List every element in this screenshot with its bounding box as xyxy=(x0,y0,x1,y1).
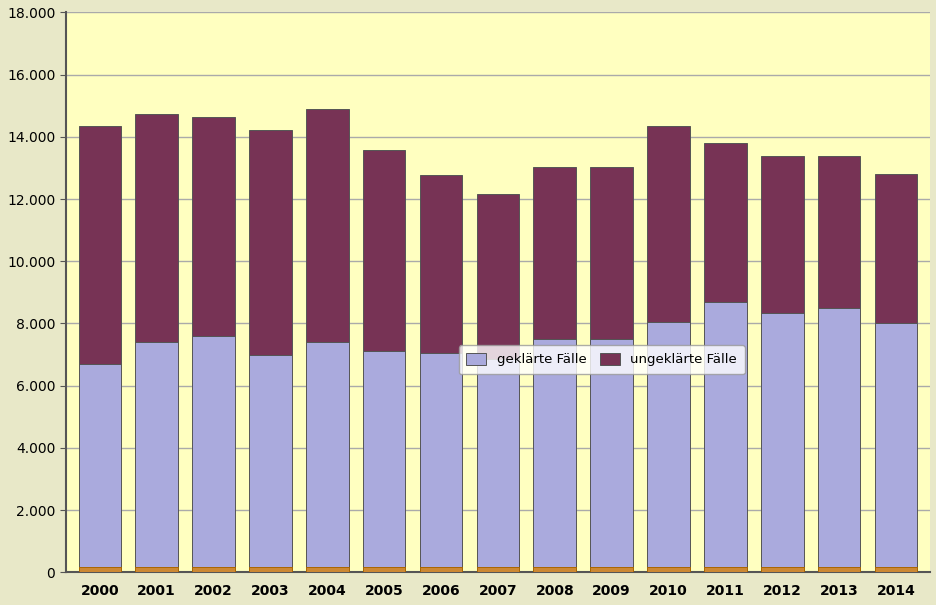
Bar xyxy=(703,302,746,572)
Bar xyxy=(476,194,519,359)
Bar xyxy=(590,567,633,572)
Bar xyxy=(873,324,916,572)
Bar xyxy=(249,355,291,572)
Bar xyxy=(647,322,689,572)
Bar xyxy=(362,567,405,572)
Bar xyxy=(79,126,121,364)
Bar xyxy=(135,114,178,342)
Bar xyxy=(533,567,576,572)
Bar xyxy=(817,156,859,308)
Bar xyxy=(590,339,633,572)
Bar xyxy=(760,156,803,313)
Bar xyxy=(362,352,405,572)
Bar xyxy=(476,567,519,572)
Bar xyxy=(647,567,689,572)
Bar xyxy=(760,313,803,572)
Bar xyxy=(419,175,461,353)
Bar xyxy=(817,308,859,572)
Bar xyxy=(703,143,746,302)
Bar xyxy=(419,567,461,572)
Bar xyxy=(249,567,291,572)
Legend: geklärte Fälle, ungeklärte Fälle: geklärte Fälle, ungeklärte Fälle xyxy=(458,345,744,374)
Bar xyxy=(362,150,405,352)
Bar xyxy=(135,342,178,572)
Bar xyxy=(533,339,576,572)
Bar xyxy=(249,130,291,355)
Bar xyxy=(192,567,235,572)
Bar xyxy=(306,567,348,572)
Bar xyxy=(873,174,916,324)
Bar xyxy=(703,567,746,572)
Bar xyxy=(647,126,689,322)
Bar xyxy=(760,567,803,572)
Bar xyxy=(306,109,348,342)
Bar xyxy=(135,567,178,572)
Bar xyxy=(533,167,576,339)
Bar xyxy=(419,353,461,572)
Bar xyxy=(476,359,519,572)
Bar xyxy=(590,166,633,339)
Bar xyxy=(79,567,121,572)
Bar xyxy=(192,336,235,572)
Bar xyxy=(192,117,235,336)
Bar xyxy=(306,342,348,572)
Bar xyxy=(873,567,916,572)
Bar xyxy=(817,567,859,572)
Bar xyxy=(79,364,121,572)
